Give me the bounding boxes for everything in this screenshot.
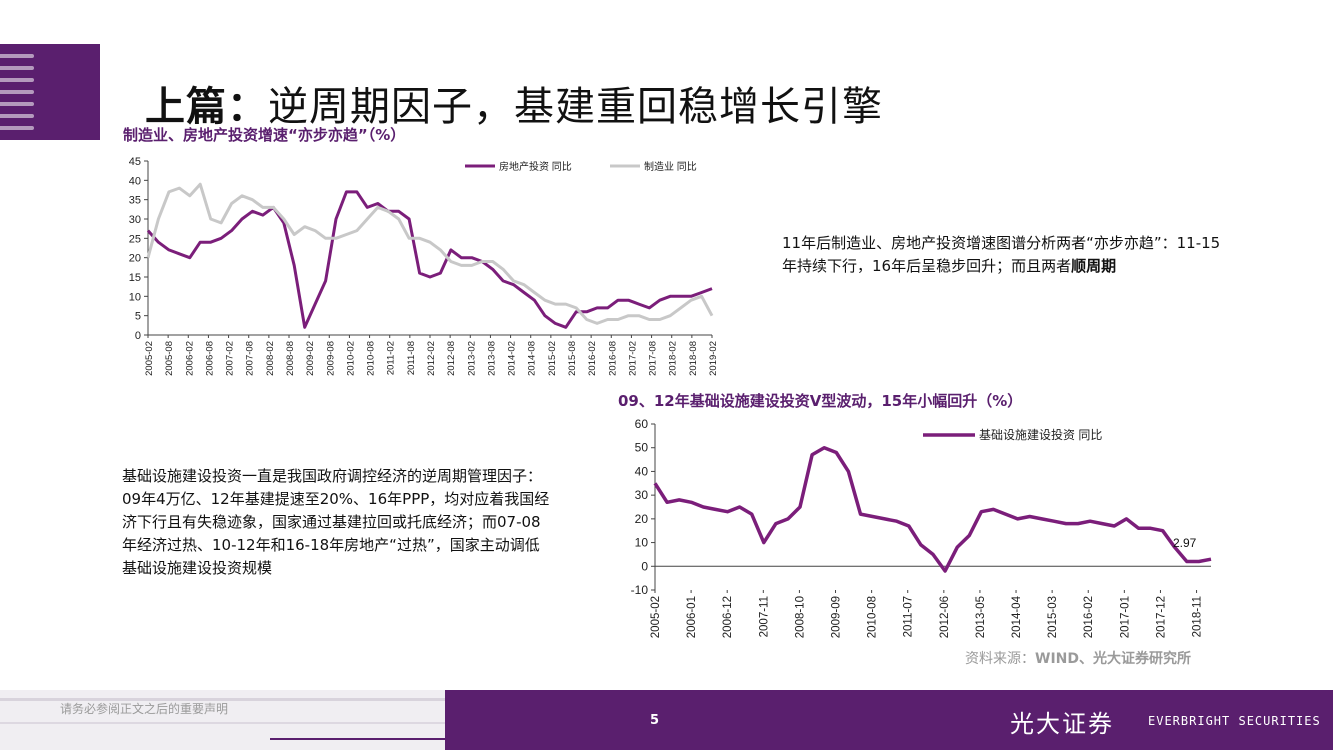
brand-logo-en: EVERBRIGHT SECURITIES — [1148, 714, 1321, 728]
legend-label-1: 制造业 同比 — [644, 160, 697, 173]
x-tick-label: 2018-08 — [688, 341, 699, 376]
x-tick-label: 2013-02 — [466, 341, 477, 376]
x-tick-label: 2006-12 — [722, 596, 734, 638]
x-tick-label: 2011-07 — [903, 596, 915, 637]
y-tick-label: 10 — [635, 536, 649, 550]
chart2-caption: 09、12年基础设施建设投资V型波动，15年小幅回升（%） — [618, 392, 1023, 410]
data-source: 资料来源：WIND、光大证券研究所 — [965, 648, 1191, 668]
x-tick-label: 2017-02 — [627, 341, 638, 376]
x-tick-label: 2014-04 — [1011, 595, 1023, 638]
x-tick-label: 2012-08 — [446, 341, 457, 376]
x-tick-label: 2009-09 — [831, 596, 843, 638]
x-tick-label: 2008-08 — [285, 341, 296, 376]
x-tick-label: 2005-08 — [164, 341, 175, 376]
footer-brand-band — [445, 690, 1333, 750]
x-tick-label: 2013-05 — [975, 596, 987, 638]
slide-title: 上篇：逆周期因子，基建重回稳增长引擎 — [145, 74, 883, 132]
page-number: 5 — [650, 713, 660, 728]
y-tick-label: -10 — [631, 583, 649, 597]
x-tick-label: 2005-02 — [650, 596, 662, 638]
x-tick-label: 2007-11 — [758, 596, 770, 637]
series-line-1 — [146, 182, 714, 325]
x-tick-label: 2006-02 — [184, 341, 195, 376]
series-line-0 — [146, 190, 713, 329]
x-tick-label: 2012-06 — [939, 596, 951, 638]
y-tick-label: 30 — [129, 214, 141, 226]
x-tick-label: 2016-02 — [587, 341, 598, 376]
y-tick-label: 10 — [129, 291, 141, 303]
brand-logo-cn: 光大证券 — [1010, 710, 1114, 738]
x-tick-label: 2017-12 — [1155, 596, 1167, 638]
x-tick-label: 2009-02 — [305, 341, 316, 376]
x-tick-label: 2008-10 — [794, 596, 806, 638]
footer-decoration — [0, 698, 445, 740]
x-tick-label: 2014-08 — [527, 341, 538, 376]
y-tick-label: 20 — [635, 512, 649, 526]
x-tick-label: 2006-01 — [686, 596, 698, 638]
x-tick-label: 2011-08 — [406, 341, 417, 375]
x-tick-label: 2014-02 — [507, 341, 518, 376]
x-tick-label: 2017-08 — [648, 341, 659, 376]
x-tick-label: 2015-08 — [567, 341, 578, 376]
x-tick-label: 2017-01 — [1119, 596, 1131, 638]
x-tick-label: 2018-11 — [1192, 596, 1204, 637]
x-tick-label: 2009-08 — [325, 341, 336, 376]
y-tick-label: 20 — [129, 253, 141, 265]
x-tick-label: 2013-08 — [486, 341, 497, 376]
x-tick-label: 2019-02 — [708, 341, 719, 376]
x-tick-label: 2007-08 — [245, 341, 256, 376]
x-tick-label: 2010-08 — [867, 596, 879, 638]
source-bold: WIND、光大证券研究所 — [1035, 651, 1191, 667]
title-bold: 上篇： — [145, 84, 268, 130]
x-tick-label: 2015-02 — [547, 341, 558, 376]
x-tick-label: 2012-02 — [426, 341, 437, 376]
chart1-caption: 制造业、房地产投资增速“亦步亦趋”（%） — [123, 126, 406, 144]
x-tick-label: 2007-02 — [225, 341, 236, 376]
y-tick-label: 50 — [635, 441, 649, 455]
annotation-label: 2.97 — [1173, 536, 1197, 550]
title-rest: 逆周期因子，基建重回稳增长引擎 — [268, 84, 883, 130]
series-line-0 — [653, 445, 1212, 573]
x-tick-label: 2008-02 — [265, 341, 276, 376]
y-tick-label: 35 — [129, 195, 141, 207]
y-tick-label: 40 — [635, 464, 649, 478]
y-tick-label: 45 — [129, 156, 141, 168]
source-prefix: 资料来源： — [965, 651, 1035, 667]
x-tick-label: 2016-08 — [607, 341, 618, 376]
x-tick-label: 2018-02 — [668, 341, 679, 376]
disclaimer-text: 请务必参阅正文之后的重要声明 — [60, 702, 229, 716]
y-tick-label: 25 — [129, 233, 141, 245]
y-tick-label: 40 — [129, 175, 141, 187]
legend-label-0: 房地产投资 同比 — [499, 160, 572, 173]
y-tick-label: 30 — [635, 488, 649, 502]
note2-text: 基础设施建设投资一直是我国政府调控经济的逆周期管理因子：09年4万亿、12年基建… — [122, 467, 550, 577]
x-tick-label: 2010-08 — [366, 341, 377, 376]
x-tick-label: 2011-02 — [386, 341, 397, 375]
y-tick-label: 15 — [129, 272, 141, 284]
y-tick-label: 0 — [641, 559, 648, 573]
note1-bold: 顺周期 — [1071, 257, 1117, 275]
y-tick-label: 60 — [635, 417, 649, 431]
x-tick-label: 2006-08 — [204, 341, 215, 376]
note1-text: 11年后制造业、房地产投资增速图谱分析两者“亦步亦趋”：11-15年持续下行，1… — [782, 232, 1227, 278]
x-tick-label: 2005-02 — [144, 341, 155, 376]
x-tick-label: 2010-02 — [345, 341, 356, 376]
legend-label-0: 基础设施建设投资 同比 — [979, 427, 1102, 442]
brand-corner-block — [0, 44, 100, 140]
note1-main: 11年后制造业、房地产投资增速图谱分析两者“亦步亦趋”：11-15年持续下行，1… — [782, 234, 1221, 275]
y-tick-label: 0 — [135, 330, 141, 342]
x-tick-label: 2016-02 — [1083, 596, 1095, 638]
y-tick-label: 5 — [135, 311, 141, 323]
x-tick-label: 2015-03 — [1047, 596, 1059, 638]
footer-bar — [0, 690, 1333, 750]
